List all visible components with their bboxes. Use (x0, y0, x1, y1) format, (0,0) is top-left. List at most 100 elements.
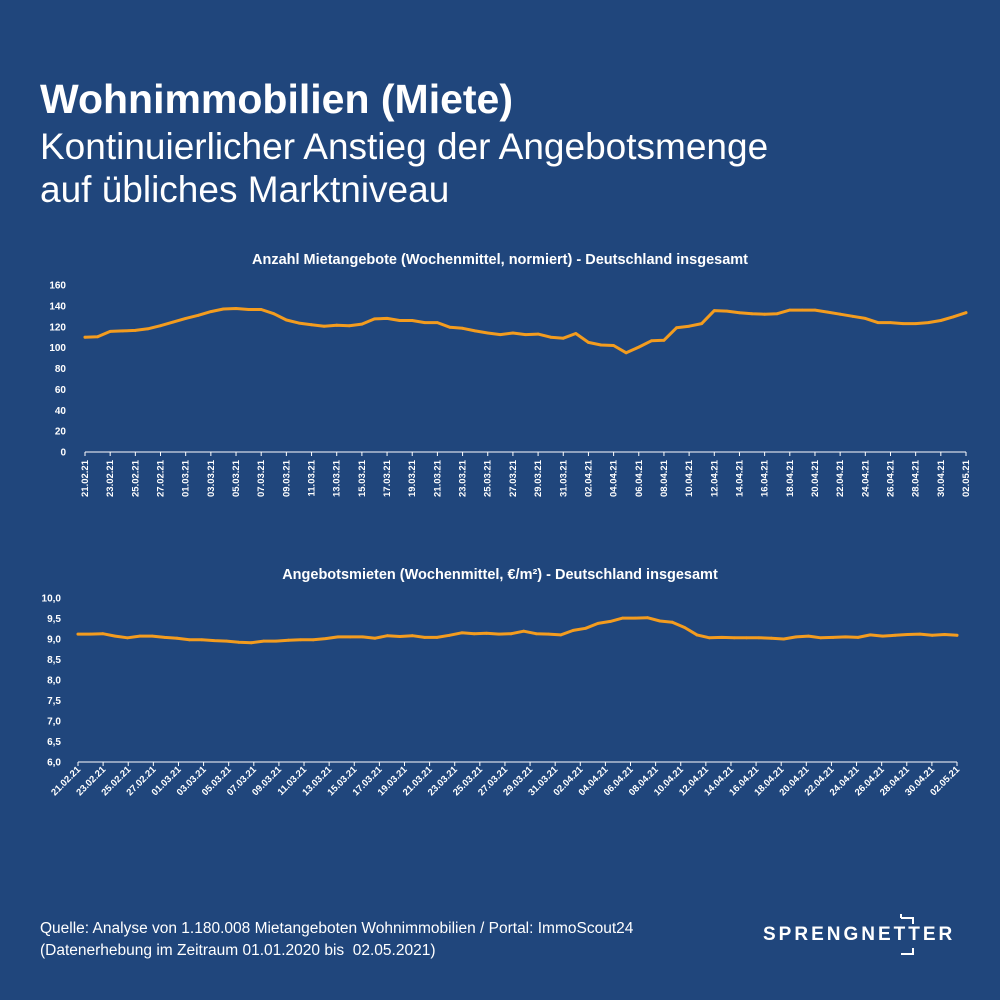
x-tick-label: 18.04.21 (785, 459, 796, 497)
x-tick-label: 16.04.21 (760, 459, 771, 497)
series-line (76, 616, 959, 645)
data-point (373, 636, 377, 640)
y-tick-label: 7,0 (47, 717, 61, 728)
data-point (901, 322, 905, 325)
x-tick-label: 26.04.21 (885, 459, 896, 497)
data-point (700, 322, 704, 325)
data-point (725, 309, 729, 313)
x-tick-label: 04.04.21 (609, 459, 620, 497)
data-point (819, 636, 823, 640)
data-point (955, 633, 959, 637)
data-point (485, 631, 488, 635)
data-point (624, 351, 628, 355)
data-point (856, 636, 860, 639)
x-tick-label: 22.04.21 (835, 459, 846, 497)
data-point (423, 321, 427, 324)
data-point (943, 633, 946, 636)
data-point (349, 635, 352, 639)
data-point (322, 324, 326, 328)
data-point (889, 321, 892, 324)
data-point (126, 636, 129, 640)
data-point (775, 312, 779, 316)
x-tick-label: 27.03.21 (508, 459, 519, 497)
data-point (335, 323, 339, 327)
data-point (171, 320, 175, 324)
data-point (133, 329, 137, 332)
data-point (547, 632, 550, 636)
data-point (473, 329, 477, 333)
data-point (738, 311, 741, 315)
data-point (184, 317, 188, 320)
chart-title: Anzahl Mietangebote (Wochenmittel, normi… (252, 252, 748, 268)
data-point (262, 639, 266, 643)
data-point (163, 636, 167, 639)
data-point (200, 638, 204, 642)
data-point (918, 632, 922, 636)
data-point (336, 635, 340, 639)
data-point (851, 314, 855, 318)
data-point (745, 636, 748, 640)
data-point (964, 311, 968, 315)
x-tick-label: 09.03.21 (281, 459, 292, 497)
data-point (311, 638, 315, 642)
data-point (658, 619, 662, 623)
data-point (599, 343, 603, 347)
source-line-2: (Datenerhebung im Zeitraum 01.01.2020 bi… (40, 942, 436, 959)
page-title: Wohnimmobilien (Miete) (40, 76, 514, 122)
x-tick-label: 20.04.21 (810, 459, 821, 497)
data-point (373, 317, 376, 321)
data-point (188, 638, 191, 642)
data-point (536, 332, 540, 336)
x-tick-label: 21.03.21 (432, 459, 443, 497)
source-note: Quelle: Analyse von 1.180.008 Mietangebo… (40, 918, 633, 962)
data-point (609, 620, 612, 623)
data-point (398, 319, 401, 322)
data-point (274, 639, 278, 643)
data-point (83, 335, 87, 339)
x-tick-label: 14.04.21 (734, 459, 745, 497)
data-point (113, 634, 117, 638)
data-point (225, 639, 229, 643)
x-tick-label: 13.03.21 (332, 459, 343, 497)
data-point (209, 310, 213, 313)
y-tick-label: 160 (49, 281, 66, 292)
data-point (285, 318, 288, 322)
data-point (769, 636, 773, 640)
data-point (448, 633, 451, 637)
data-point (310, 323, 313, 327)
data-point (584, 626, 587, 630)
data-point (893, 633, 897, 637)
data-point (914, 322, 918, 325)
data-point (212, 639, 216, 642)
page-subtitle: Kontinuierlicher Anstieg der Angebotsmen… (40, 125, 980, 211)
data-point (637, 345, 641, 349)
x-tick-label: 29.03.21 (533, 459, 544, 497)
data-point (683, 626, 686, 629)
x-tick-label: 15.03.21 (357, 459, 368, 497)
data-point (448, 325, 452, 329)
data-point (347, 324, 351, 328)
logo-text: SPRENGNETTER (763, 924, 956, 945)
x-tick-label: 19.03.21 (407, 459, 418, 497)
y-tick-label: 10,0 (42, 594, 62, 605)
data-point (299, 638, 303, 642)
data-point (175, 636, 179, 640)
logo-bracket-icon (900, 914, 914, 955)
data-point (863, 317, 867, 320)
data-point (807, 634, 810, 638)
data-point (247, 308, 251, 311)
data-point (750, 312, 754, 316)
x-tick-label: 25.03.21 (483, 459, 494, 497)
data-point (633, 616, 637, 620)
data-point (196, 313, 200, 317)
data-point (574, 332, 578, 335)
rental-listings-count-chart: Anzahl Mietangebote (Wochenmittel, normi… (49, 252, 972, 497)
data-point (876, 321, 880, 324)
data-point (101, 632, 105, 636)
data-point (561, 336, 565, 340)
asking-rents-chart: Angebotsmieten (Wochenmittel, €/m²) - De… (42, 567, 963, 798)
y-tick-label: 60 (55, 385, 67, 396)
data-point (596, 622, 600, 625)
x-tick-label: 02.04.21 (583, 459, 594, 497)
data-point (838, 312, 842, 316)
